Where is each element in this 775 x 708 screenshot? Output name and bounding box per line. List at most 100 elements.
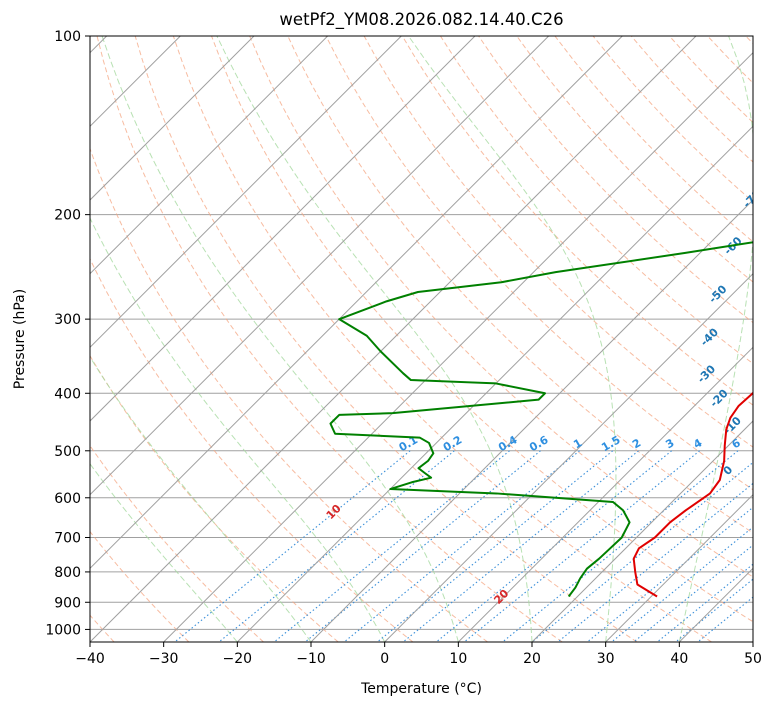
mixing-ratio-line [675, 578, 753, 642]
dry-adiabat-label: 20 [491, 587, 511, 607]
isotherm-line [310, 199, 753, 642]
y-tick-label: 500 [54, 444, 81, 460]
mixing-ratio-line [435, 450, 672, 642]
dry-adiabat-line [172, 36, 712, 642]
isotherm-line [90, 36, 623, 570]
pressure-gridlines [90, 36, 753, 630]
mixing-ratio-label: 4 [691, 436, 704, 451]
moist-adiabats [90, 36, 753, 642]
plot-area: 0.10.20.40.611.52346810131620253036-100-… [90, 36, 775, 642]
y-tick-label: 300 [54, 312, 81, 328]
isotherm-line [163, 51, 753, 642]
y-axis-label: Pressure (hPa) [12, 289, 28, 389]
y-axis-ticks: 100 200 300 400 500 600 700 800 900 1000 [45, 29, 90, 638]
dry-adiabat-line [440, 36, 753, 365]
mixing-ratio-line [463, 450, 700, 642]
y-tick-label: 800 [54, 565, 81, 581]
x-tick-label: 50 [744, 651, 762, 667]
dry-adiabat-line [211, 36, 753, 623]
moist-adiabat-label: -80 [759, 140, 775, 163]
mixing-ratio-line [611, 526, 753, 642]
plot-frame [89, 35, 754, 643]
dry-adiabat-line [554, 36, 753, 243]
dry-adiabat-line [90, 147, 488, 642]
moist-adiabat-label: -20 [707, 387, 730, 410]
mixing-ratio-line [343, 450, 580, 642]
mixing-ratio-line [633, 544, 753, 642]
dry-adiabat-line [96, 36, 563, 642]
dry-adiabat-line [90, 257, 414, 642]
isotherm-line [236, 125, 753, 642]
moist-adiabat-line [90, 462, 238, 642]
dry-adiabat-line [592, 36, 753, 203]
y-tick-label: 700 [54, 531, 81, 547]
mixing-ratio-line [531, 461, 753, 642]
moist-adiabat-line [678, 36, 753, 642]
dry-adiabat-line [90, 354, 339, 642]
isotherms [90, 36, 753, 642]
chart-title: wetPf2_YM08.2026.082.14.40.C26 [279, 10, 563, 30]
background-line-labels: 0.10.20.40.611.52346810131620253036-100-… [324, 140, 775, 607]
moist-adiabat-label: -70 [740, 187, 763, 210]
mixing-ratio-line [697, 596, 753, 642]
x-tick-label: −20 [223, 651, 253, 667]
temperature-profile-line [632, 391, 753, 598]
x-tick-label: −30 [149, 651, 179, 667]
y-tick-label: 400 [54, 386, 81, 402]
dry-adiabat-line [745, 36, 753, 45]
mixing-ratio-line [557, 482, 753, 642]
isotherm-line [90, 36, 329, 275]
moist-adiabat-label: -50 [706, 282, 729, 305]
x-tick-label: 20 [523, 651, 541, 667]
mixing-ratio-line [218, 450, 455, 642]
dry-adiabat-line [134, 36, 638, 642]
dry-adiabats [90, 36, 753, 642]
mixing-ratio-label: 8 [759, 436, 772, 451]
isotherm-line [90, 36, 255, 201]
x-tick-label: 10 [449, 651, 467, 667]
mixing-ratio-label: 3 [663, 436, 676, 451]
dry-adiabat-line [478, 36, 753, 324]
x-tick-label: 0 [380, 651, 389, 667]
moist-adiabat-line [90, 356, 312, 642]
moist-adiabat-line [90, 216, 386, 642]
mixing-ratio-line [502, 450, 739, 642]
y-tick-label: 200 [54, 208, 81, 224]
y-tick-label: 100 [54, 29, 81, 45]
sounding-series [329, 241, 753, 598]
dry-adiabat-line [516, 36, 753, 283]
x-axis-ticks: −40 −30 −20 −10 0 10 20 30 40 50 [75, 642, 762, 667]
dry-adiabat-line [249, 36, 753, 578]
mixing-ratio-label: 2 [630, 436, 643, 451]
dry-adiabat-line [669, 36, 753, 124]
isotherm-line [678, 567, 753, 642]
dewpoint-profile-line [329, 241, 753, 598]
mixing-ratio-line [273, 450, 510, 642]
x-tick-label: −40 [75, 651, 105, 667]
dry-adiabat-line [90, 530, 190, 642]
moist-adiabat-line [101, 36, 459, 642]
dry-adiabat-line [90, 444, 264, 642]
isotherm-line [384, 272, 753, 642]
isotherm-line [605, 493, 753, 642]
isotherm-line [457, 346, 753, 642]
mixing-ratio-line [304, 450, 541, 642]
moist-adiabat-line [216, 36, 533, 642]
mixing-ratio-line [656, 563, 753, 642]
x-tick-label: −10 [296, 651, 326, 667]
dry-adiabat-line [707, 36, 753, 84]
y-tick-label: 1000 [45, 622, 81, 638]
y-tick-label: 600 [54, 491, 81, 507]
isotherm-line [90, 36, 550, 496]
y-tick-label: 900 [54, 595, 81, 611]
x-tick-label: 30 [597, 651, 615, 667]
x-tick-label: 40 [670, 651, 688, 667]
mixing-ratio-line [376, 450, 614, 642]
mixing-ratio-line [586, 506, 753, 642]
moist-adiabat-line [408, 36, 617, 642]
isotherm-line [90, 36, 402, 349]
moist-adiabat-label: -40 [698, 325, 721, 348]
isotherm-line [90, 36, 697, 642]
dry-adiabat-line [401, 36, 753, 406]
